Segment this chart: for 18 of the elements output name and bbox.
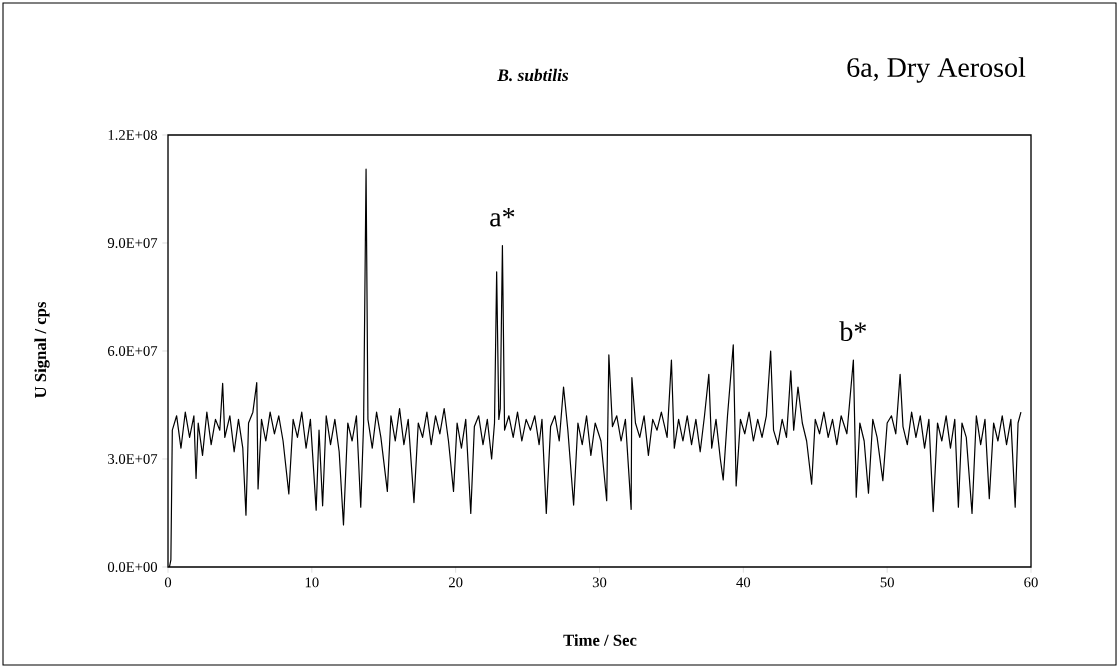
chart-subtitle: B. subtilis bbox=[497, 68, 569, 82]
y-tick-label: 1.2E+08 bbox=[108, 130, 158, 140]
annotation: a* bbox=[490, 207, 515, 227]
x-tick-label: 0 bbox=[164, 577, 172, 588]
x-tick-label: 40 bbox=[736, 577, 751, 588]
x-tick-label: 50 bbox=[880, 577, 894, 588]
y-tick-label: 9.0E+07 bbox=[107, 238, 158, 248]
x-tick-label: 60 bbox=[1024, 577, 1038, 588]
x-axis-title: Time / Sec bbox=[563, 634, 637, 646]
x-tick-label: 20 bbox=[448, 577, 463, 588]
annotation: b* bbox=[839, 321, 867, 342]
chart-title: 6a, Dry Aerosol bbox=[847, 57, 1026, 83]
x-tick-label: 10 bbox=[305, 577, 319, 588]
y-axis-title: U Signal / cps bbox=[34, 302, 50, 398]
y-tick-label: 6.0E+07 bbox=[108, 346, 158, 356]
y-tick-label: 3.0E+07 bbox=[108, 454, 158, 464]
y-tick-label: 0.0E+00 bbox=[107, 562, 158, 572]
x-tick-label: 30 bbox=[592, 577, 607, 588]
